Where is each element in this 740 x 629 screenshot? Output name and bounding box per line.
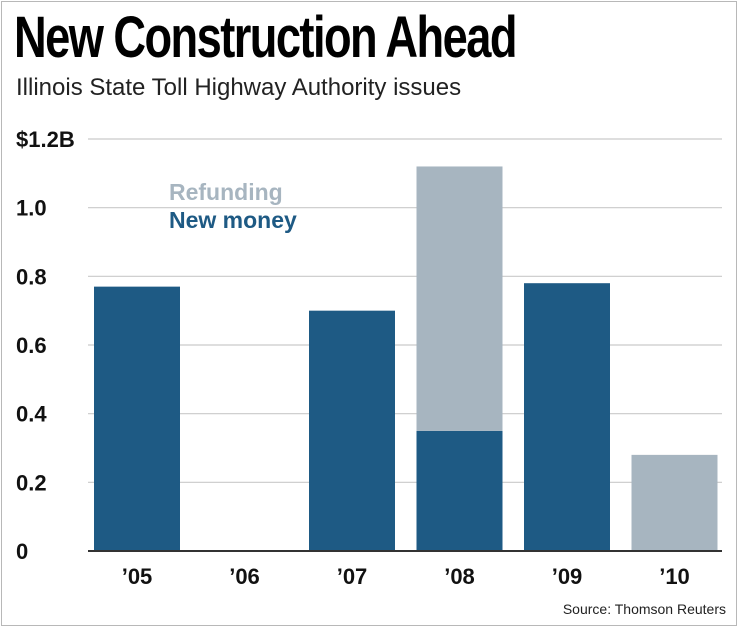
y-tick-label: 0 bbox=[16, 539, 28, 564]
bar-new-money bbox=[416, 430, 503, 551]
x-tick-label: ’07 bbox=[337, 564, 368, 589]
y-tick-label: 0.6 bbox=[16, 333, 47, 358]
y-tick-label: 0.4 bbox=[16, 402, 47, 427]
bar-new-money bbox=[309, 310, 395, 551]
y-tick-label: 0.2 bbox=[16, 470, 47, 495]
x-tick-label: ’10 bbox=[659, 564, 690, 589]
chart-title: New Construction Ahead bbox=[14, 5, 517, 70]
y-tick-label: 0.8 bbox=[16, 264, 47, 289]
chart-subtitle: Illinois State Toll Highway Authority is… bbox=[16, 74, 462, 101]
y-tick-label: $1.2B bbox=[16, 127, 75, 152]
y-tick-label: 1.0 bbox=[16, 196, 47, 221]
x-tick-label: ’09 bbox=[552, 564, 583, 589]
x-tick-label: ’06 bbox=[229, 564, 260, 589]
legend-refunding: Refunding bbox=[169, 179, 283, 205]
bar-new-money bbox=[524, 283, 610, 551]
legend-new-money: New money bbox=[169, 207, 297, 233]
bar-new-money bbox=[94, 286, 180, 551]
x-tick-label: ’08 bbox=[444, 564, 475, 589]
source-note: Source: Thomson Reuters bbox=[562, 601, 726, 617]
bar-refunding bbox=[631, 454, 718, 551]
x-tick-label: ’05 bbox=[122, 564, 153, 589]
bar-refunding bbox=[416, 166, 503, 431]
